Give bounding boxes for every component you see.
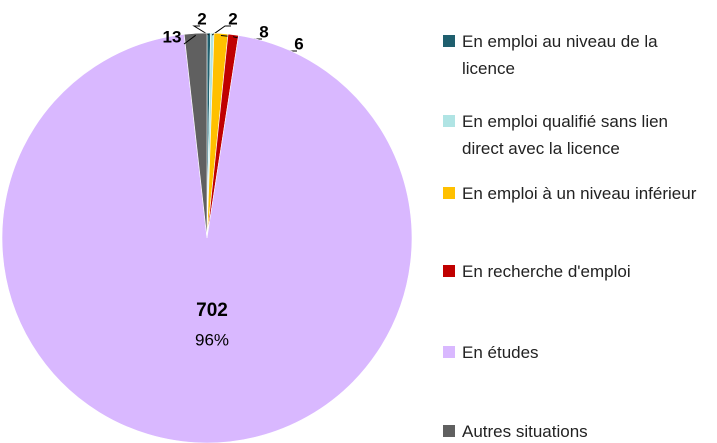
legend-swatch bbox=[443, 346, 455, 358]
legend-swatch bbox=[443, 187, 455, 199]
percent-label: 96% bbox=[195, 330, 229, 349]
data-label: 2 bbox=[228, 9, 237, 28]
legend-swatch bbox=[443, 115, 455, 127]
leader-line bbox=[183, 34, 196, 45]
legend-label: En emploi qualifié sans lien direct avec… bbox=[462, 112, 669, 158]
leader-line bbox=[192, 25, 210, 36]
legend-swatch bbox=[443, 425, 455, 437]
leader-line bbox=[211, 25, 231, 36]
data-label: 13 bbox=[163, 27, 182, 46]
legend-swatch bbox=[443, 265, 455, 277]
data-label: 8 bbox=[259, 22, 268, 41]
legend-entry: En emploi au niveau de la licence bbox=[443, 28, 713, 82]
data-label: 2 bbox=[197, 9, 206, 28]
legend-swatch bbox=[443, 35, 455, 47]
legend-entry: En emploi qualifié sans lien direct avec… bbox=[443, 108, 713, 162]
legend-label: En études bbox=[462, 343, 539, 362]
legend-label: En emploi au niveau de la licence bbox=[462, 32, 658, 78]
legend-entry: En études bbox=[443, 339, 713, 366]
legend-label: En recherche d'emploi bbox=[462, 262, 631, 281]
legend-entry: En recherche d'emploi bbox=[443, 258, 713, 285]
data-label: 6 bbox=[294, 34, 303, 53]
legend-label: En emploi à un niveau inférieur bbox=[462, 184, 697, 203]
legend-entry: Autres situations bbox=[443, 418, 713, 443]
pie-slice bbox=[183, 32, 208, 239]
legend-entry: En emploi à un niveau inférieur bbox=[443, 180, 713, 207]
legend-label: Autres situations bbox=[462, 422, 588, 441]
data-label: 702 bbox=[196, 300, 228, 321]
